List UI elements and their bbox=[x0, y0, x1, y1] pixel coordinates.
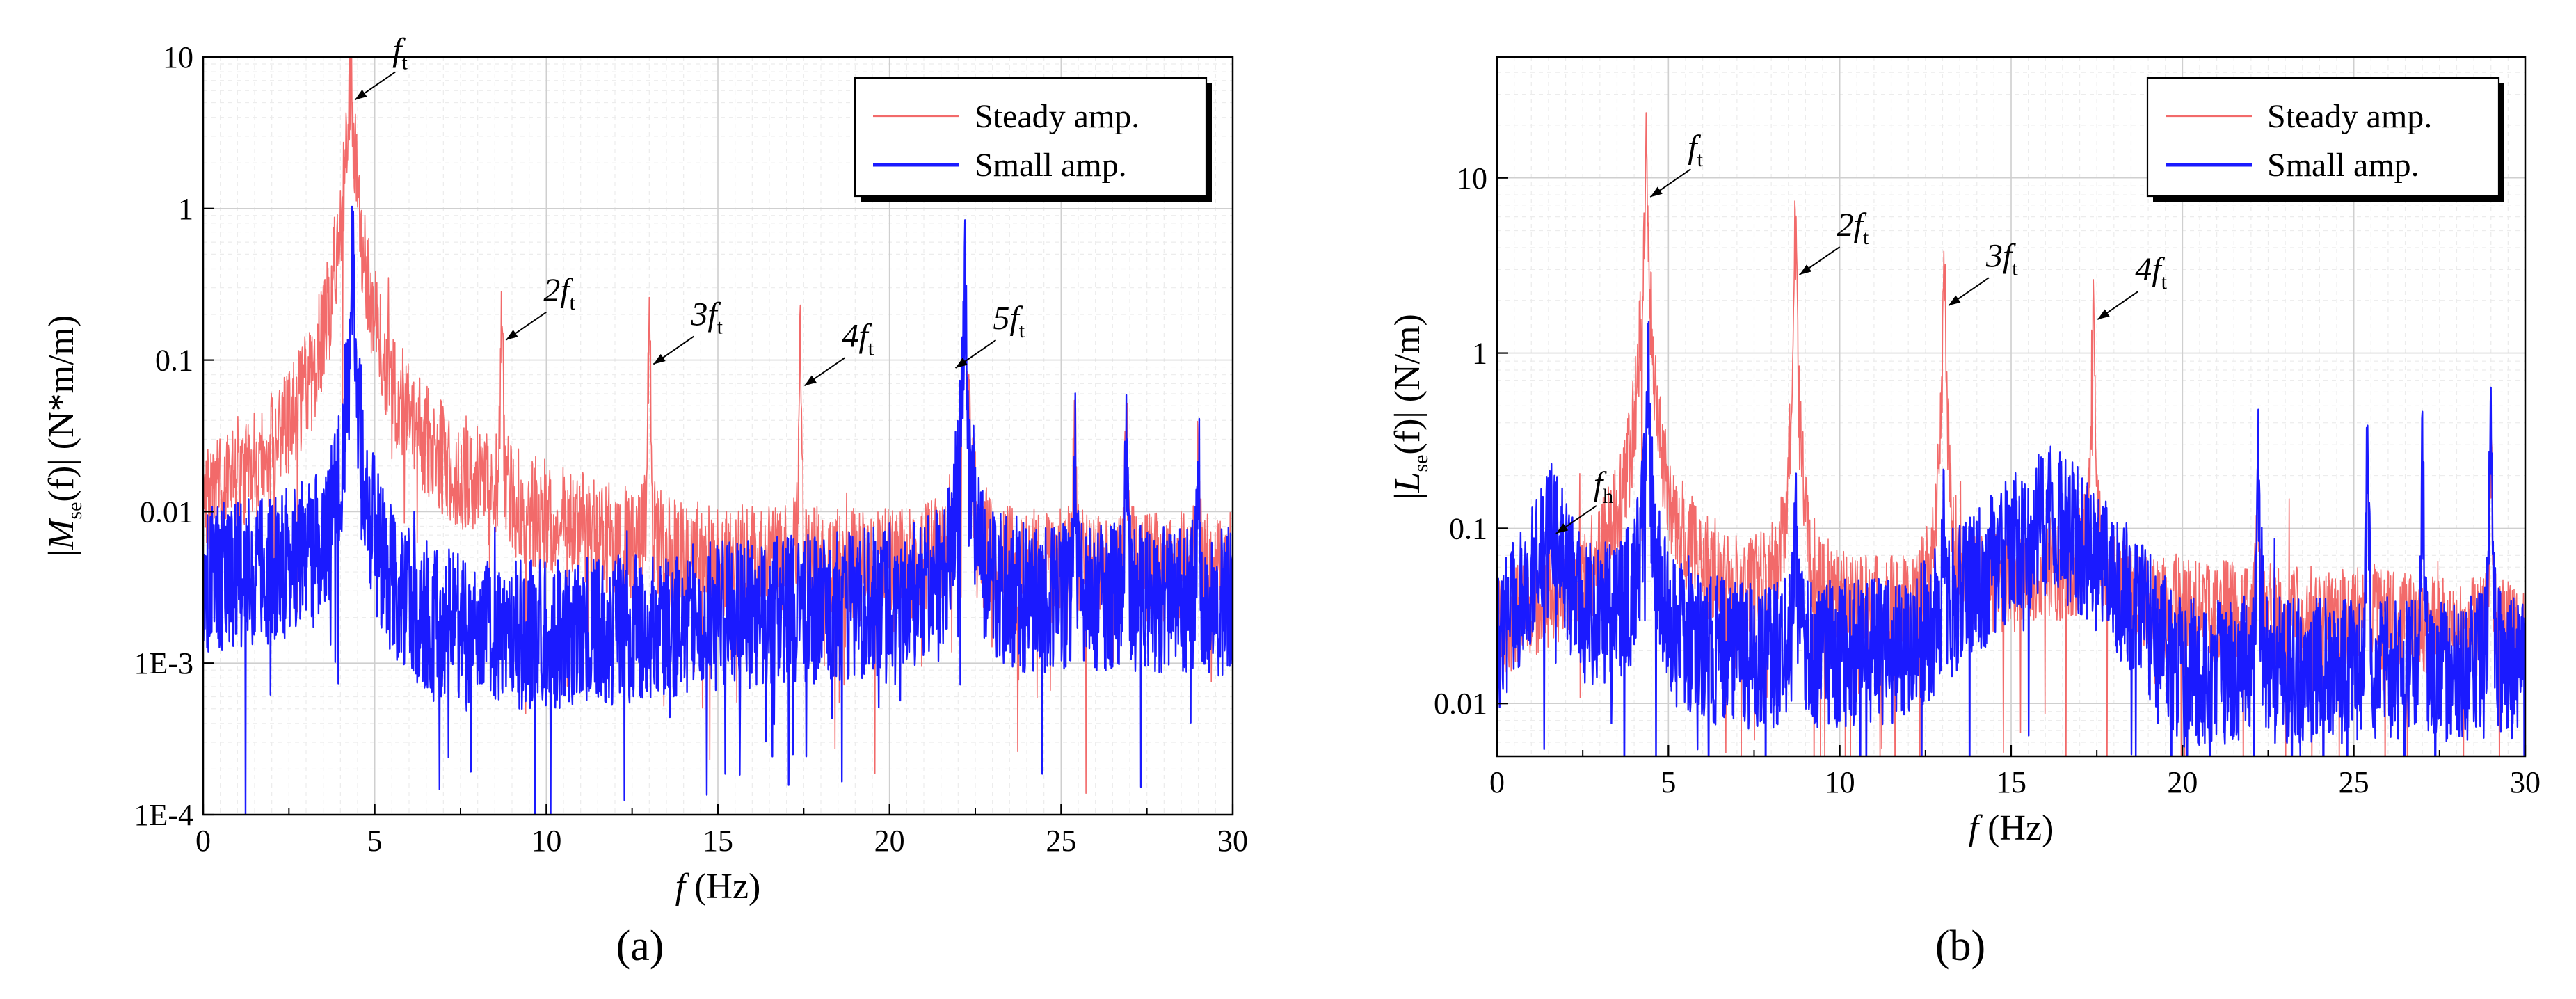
x-tick-label: 25 bbox=[1046, 824, 1076, 858]
annotation-arrowhead bbox=[355, 89, 367, 100]
annotation-label: ft bbox=[1688, 129, 1703, 171]
annotation-arrowhead bbox=[1799, 264, 1812, 275]
chart-panel-b: 0 5 10 15 20 25 30 10 1 0.1 0.01 f (Hz) |Lse(f)| (N/… bbox=[1388, 56, 2541, 848]
y-tick-label: 10 bbox=[163, 40, 193, 74]
annotation-label: 5ft bbox=[993, 300, 1025, 342]
y-tick-label: 0.1 bbox=[155, 344, 193, 378]
y-axis-title: |Mse(f)| (N*m/m) bbox=[42, 315, 86, 557]
annotation-arrowhead bbox=[1948, 295, 1961, 306]
x-tick-label: 10 bbox=[531, 824, 561, 858]
annotation-arrowhead bbox=[1555, 523, 1569, 534]
x-tick-label: 15 bbox=[1996, 765, 2026, 799]
annotation-label: 4ft bbox=[842, 317, 874, 360]
chart-panel-a: 0 5 10 15 20 25 30 10 1 0.1 0.01 1E-3 1E-4 f (Hz) |Mse… bbox=[42, 32, 1248, 906]
x-tick-label: 0 bbox=[1489, 765, 1505, 799]
x-tick-label: 5 bbox=[1661, 765, 1676, 799]
annotation-label: ft bbox=[392, 32, 408, 74]
x-tick-label: 10 bbox=[1825, 765, 1855, 799]
legend-box bbox=[2146, 77, 2500, 198]
panel-b-label: (b) bbox=[1935, 922, 1985, 970]
y-tick-label: 0.01 bbox=[1434, 687, 1487, 721]
annotation-arrowhead bbox=[2097, 309, 2110, 320]
x-tick-label: 20 bbox=[874, 824, 905, 858]
annotation-arrowhead bbox=[506, 330, 518, 340]
annotation-label: 2ft bbox=[543, 272, 575, 314]
y-axis-title: |Lse(f)| (N/m) bbox=[1388, 314, 1432, 500]
x-axis-title: f (Hz) bbox=[675, 867, 761, 906]
legend-entry-label: Small amp. bbox=[2267, 147, 2419, 184]
x-tick-label: 30 bbox=[2510, 765, 2541, 799]
series-line-small-amp bbox=[203, 205, 1233, 815]
legend-entry-label: Small amp. bbox=[975, 147, 1127, 184]
y-tick-label: 1 bbox=[1472, 337, 1487, 371]
y-tick-label: 1E-4 bbox=[134, 798, 193, 832]
legend-entry-label: Steady amp. bbox=[2267, 98, 2432, 135]
x-tick-label: 5 bbox=[367, 824, 383, 858]
annotation-label: fh bbox=[1594, 465, 1613, 508]
y-tick-label: 1 bbox=[178, 192, 193, 226]
annotation-arrowhead bbox=[1650, 186, 1663, 198]
x-axis-title: f (Hz) bbox=[1969, 808, 2054, 848]
panel-a-label: (a) bbox=[616, 922, 664, 970]
annotation-arrowhead bbox=[653, 353, 666, 365]
x-tick-label: 0 bbox=[195, 824, 211, 858]
x-tick-label: 15 bbox=[703, 824, 733, 858]
annotation-label: 3ft bbox=[1985, 237, 2018, 280]
x-tick-label: 20 bbox=[2167, 765, 2198, 799]
legend-entry-label: Steady amp. bbox=[975, 98, 1139, 135]
x-tick-label: 25 bbox=[2339, 765, 2369, 799]
y-tick-label: 0.01 bbox=[140, 495, 193, 529]
x-tick-label: 30 bbox=[1217, 824, 1248, 858]
y-tick-label: 10 bbox=[1457, 161, 1487, 195]
annotation-arrowhead bbox=[955, 358, 968, 368]
legend-box bbox=[854, 77, 1208, 198]
series-line-small-amp bbox=[1497, 321, 2525, 756]
annotation-label: 3ft bbox=[690, 296, 723, 339]
y-tick-label: 1E-3 bbox=[134, 646, 193, 680]
annotation-label: 2ft bbox=[1837, 207, 1869, 249]
y-tick-label: 0.1 bbox=[1449, 511, 1487, 545]
annotation-label: 4ft bbox=[2135, 251, 2167, 294]
annotation-arrowhead bbox=[804, 375, 817, 386]
